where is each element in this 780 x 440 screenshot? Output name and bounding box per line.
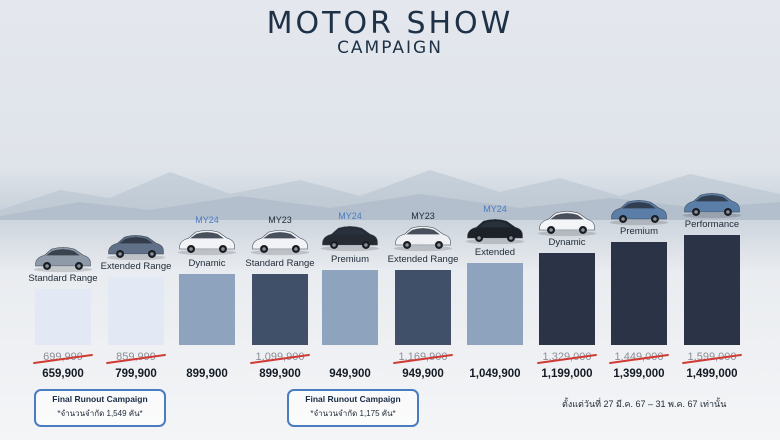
promo-price: 899,900	[186, 368, 228, 380]
promo-price: 799,900	[115, 368, 157, 380]
price-bar	[322, 270, 378, 345]
promo-price: 899,900	[259, 368, 301, 380]
car-image	[249, 226, 311, 261]
car-image	[105, 231, 167, 266]
promo-price: 949,900	[402, 368, 444, 380]
price-bar	[467, 263, 523, 345]
page-subtitle: CAMPAIGN	[337, 38, 443, 58]
price-bar	[684, 235, 740, 345]
promo-price: 659,900	[42, 368, 84, 380]
price-bar	[35, 289, 91, 345]
car-image	[464, 215, 526, 250]
campaign-box-2: Final Runout Campaign *จำนวนจำกัด 1,175 …	[287, 389, 419, 427]
trim-label: Dynamic	[188, 258, 226, 269]
page-title: MOTOR SHOW	[266, 6, 514, 41]
car-image	[319, 222, 381, 257]
promo-price: 1,199,000	[541, 368, 593, 380]
price-bar	[252, 274, 308, 345]
car-image	[681, 189, 743, 224]
promo-price: 949,900	[329, 368, 371, 380]
model-year-label: MY23	[411, 211, 435, 221]
promo-price: 1,499,000	[686, 368, 738, 380]
price-bar	[611, 242, 667, 345]
promo-price: 1,049,900	[469, 368, 521, 380]
trim-label: Extended Range	[100, 261, 172, 272]
price-bar	[179, 274, 235, 345]
trim-label: Dynamic	[548, 237, 586, 248]
car-image	[536, 207, 598, 242]
trim-label: Extended	[474, 247, 516, 258]
promotion-period: ตั้งแต่วันที่ 27 มี.ค. 67 – 31 พ.ค. 67 เ…	[562, 399, 727, 409]
trim-label: Standard Range	[245, 258, 315, 269]
model-year-label: MY24	[338, 211, 362, 221]
campaign-limit: *จำนวนจำกัด 1,175 คัน*	[310, 409, 396, 418]
model-year-label: MY24	[195, 215, 219, 225]
trim-label: Extended Range	[387, 254, 459, 265]
trim-label: Premium	[330, 254, 369, 265]
model-year-label: MY24	[483, 204, 507, 214]
car-image	[176, 226, 238, 261]
model-year-label: MY23	[268, 215, 292, 225]
promo-price: 1,399,000	[613, 368, 665, 380]
car-image	[392, 222, 454, 257]
trim-label: Performance	[684, 219, 740, 230]
mountain-backdrop	[0, 170, 780, 220]
campaign-box-1: Final Runout Campaign *จำนวนจำกัด 1,549 …	[34, 389, 166, 427]
price-bar	[108, 277, 164, 345]
trim-label: Standard Range	[28, 273, 98, 284]
campaign-heading: Final Runout Campaign	[52, 394, 148, 404]
trim-label: Premium	[619, 226, 658, 237]
campaign-limit: *จำนวนจำกัด 1,549 คัน*	[57, 409, 143, 418]
price-bar	[395, 270, 451, 345]
price-bar	[539, 253, 595, 345]
car-image	[608, 196, 670, 231]
campaign-heading: Final Runout Campaign	[305, 394, 401, 404]
car-image	[32, 243, 94, 278]
